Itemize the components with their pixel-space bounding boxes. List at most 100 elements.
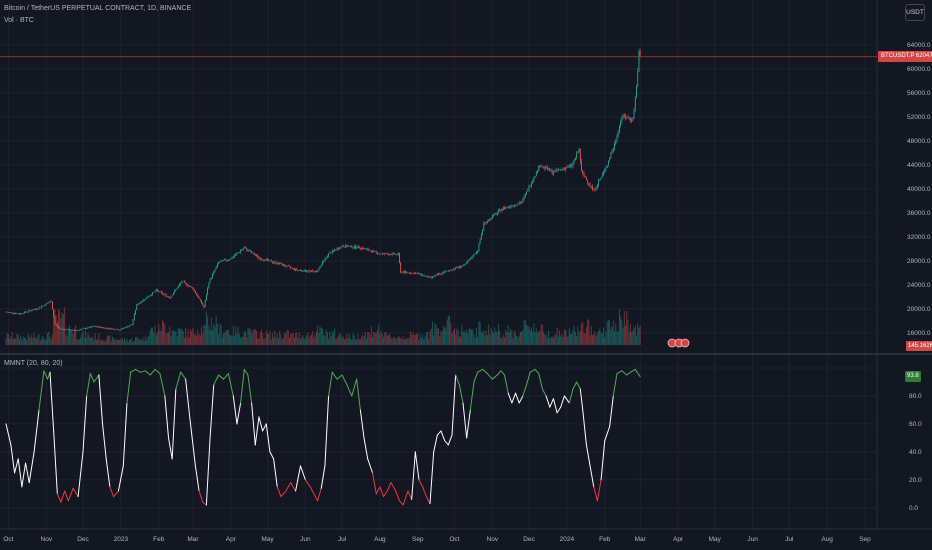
candle-body [498,210,499,213]
indicator-axis[interactable]: 0.0 20.0 40.0 60.0 80.0 [909,393,922,512]
candle-body [210,277,212,279]
volume-bar [358,338,360,345]
candle-body [402,271,404,273]
candle-body [552,172,554,174]
candle-body [78,330,80,331]
volume-bar [120,338,122,345]
volume-bar [461,324,463,345]
indicator-tick-label: 20.0 [909,477,922,484]
volume-bar [288,337,290,345]
indicator-segment [411,451,416,500]
candle-body [581,161,582,172]
volume-bar [463,331,465,345]
candle-body [268,259,270,261]
volume-bar [12,338,14,345]
candle-body [137,304,139,305]
volume-bar [493,333,495,345]
candle-body [278,262,279,264]
volume-bar [499,330,501,345]
candle-body [94,326,96,327]
indicator-segment [135,368,141,373]
volume-bar [434,323,436,345]
candle-body [73,329,75,331]
volume-bar [343,339,345,345]
volume-legend[interactable]: Vol · BTC [4,17,34,24]
indicator-segment [549,398,554,408]
candle-body [428,276,430,278]
symbol-legend[interactable]: Bitcoin / TetherUS PERPETUAL CONTRACT, 1… [4,5,192,12]
volume-bar [603,327,605,345]
candle-body [61,328,63,330]
candle-body [590,185,592,187]
volume-bar [368,332,370,345]
indicator-tick-label: 60.0 [909,421,922,428]
volume-bar [497,324,499,345]
indicator-segment [265,423,271,453]
volume-bar [356,339,358,345]
candle-body [122,328,124,329]
candle-body [223,260,224,261]
indicator-segment [236,402,242,425]
candle-body [429,276,431,278]
indicator-segment [507,392,513,404]
volume-bar [615,323,617,345]
indicator-segment [67,487,74,502]
candle-body [224,259,226,261]
event-markers[interactable] [667,338,690,348]
candle-body [414,273,416,275]
volume-bar [471,329,473,345]
volume-bar [169,326,171,345]
volume-bar [126,338,128,345]
volume-bar [270,339,272,345]
candle-body [355,245,356,248]
candle-body [617,132,619,137]
volume-bar [446,319,448,345]
candle-body [260,259,262,261]
volume-bar [109,335,111,345]
candle-body [579,148,581,162]
volume-bar [28,336,30,345]
candle-body [451,270,453,271]
volume-bar [318,333,320,345]
volume-bar [413,334,415,345]
candle-body [571,164,573,167]
volume-bar [310,334,312,345]
earnings-event-icon[interactable] [680,338,690,348]
volume-bar [154,326,156,345]
candle-body [87,327,89,329]
candle-body [77,330,79,331]
volume-bar [149,330,151,345]
volume-bar [502,334,504,345]
candle-body [548,168,549,170]
candle-body [281,263,283,266]
price-axis[interactable]: 16000.0 20000.0 24000.0 28000.0 32000.0 36000… [907,42,931,337]
volume-bar [387,334,389,345]
candle-body [443,272,444,274]
volume-bar [297,337,299,345]
currency-button[interactable]: USDT [905,4,925,21]
volume-bar [177,327,179,345]
candle-body [358,246,360,248]
candle-body [146,297,147,300]
candle-body [479,239,481,244]
indicator-segment [243,368,249,376]
volume-bar [419,334,421,345]
volume-bar [259,332,261,345]
candle-body [474,253,476,255]
candle-body [499,209,501,211]
candle-body [234,255,235,257]
indicator-segment [359,409,365,439]
indicator-segment [202,501,207,506]
candle-body [161,292,163,294]
time-axis[interactable]: Oct Nov Dec 2023 Feb Mar Apr May Jun Jul Aug Sep Oct… [3,536,871,543]
volume-bar [7,334,9,345]
volume-bar [381,333,383,345]
volume-bar [546,337,548,345]
volume-bar [308,337,310,345]
indicator-segment [53,430,58,495]
indicator-legend[interactable]: MMNT (20, 80, 20) [4,360,63,367]
candle-body [32,310,34,311]
candle-body [111,328,113,330]
volume-bar [331,330,333,345]
